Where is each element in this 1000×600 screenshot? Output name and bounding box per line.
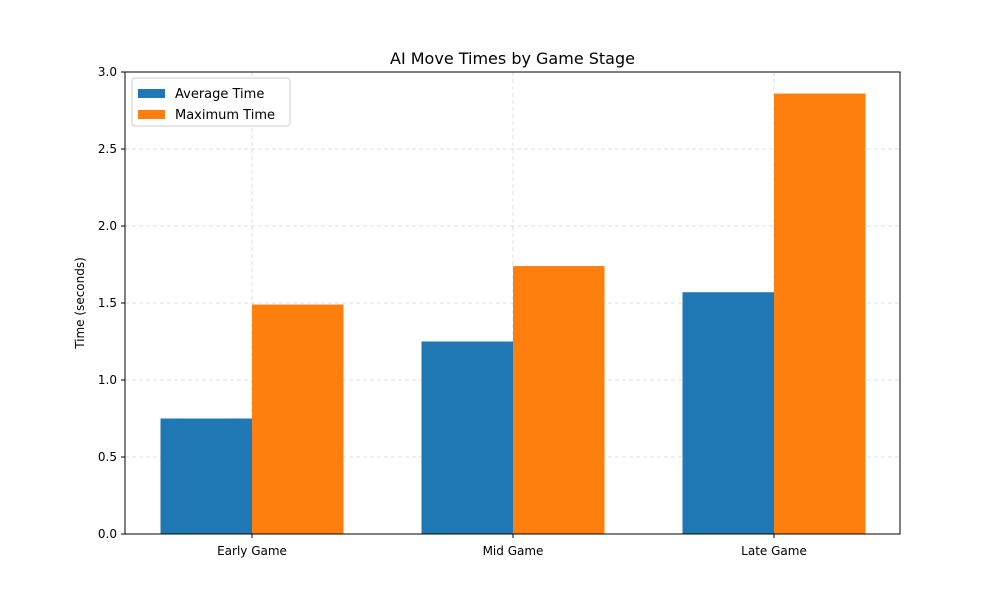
legend-label: Average Time — [175, 87, 264, 102]
legend-swatch — [138, 110, 165, 119]
y-axis: 0.0 0.5 1.0 1.5 2.0 2.5 3.0 — [98, 65, 125, 541]
y-tick-label: 3.0 — [98, 65, 117, 79]
y-tick-label: 2.0 — [98, 219, 117, 233]
bars — [160, 93, 866, 534]
bar-average-time-mid-game — [421, 341, 513, 534]
x-axis: Early Game Mid Game Late Game — [217, 534, 807, 558]
y-tick-label: 2.5 — [98, 142, 117, 156]
bar-average-time-late-game — [682, 292, 774, 534]
legend-label: Maximum Time — [175, 108, 275, 123]
bar-maximum-time-late-game — [774, 93, 866, 534]
y-tick-label: 0.0 — [98, 527, 117, 541]
bar-average-time-early-game — [160, 418, 252, 534]
y-tick-label: 0.5 — [98, 450, 117, 464]
legend-swatch — [138, 89, 165, 98]
legend-box — [131, 77, 291, 127]
x-tick-label: Mid Game — [483, 544, 544, 558]
x-tick-label: Early Game — [217, 544, 287, 558]
x-tick-label: Late Game — [741, 544, 807, 558]
bar-maximum-time-mid-game — [513, 266, 605, 534]
y-axis-label: Time (seconds) — [73, 257, 87, 350]
chart-title: AI Move Times by Game Stage — [390, 49, 635, 68]
y-tick-label: 1.5 — [98, 296, 117, 310]
legend: Average Time Maximum Time — [131, 77, 291, 127]
y-tick-label: 1.0 — [98, 373, 117, 387]
bar-maximum-time-early-game — [252, 304, 344, 534]
